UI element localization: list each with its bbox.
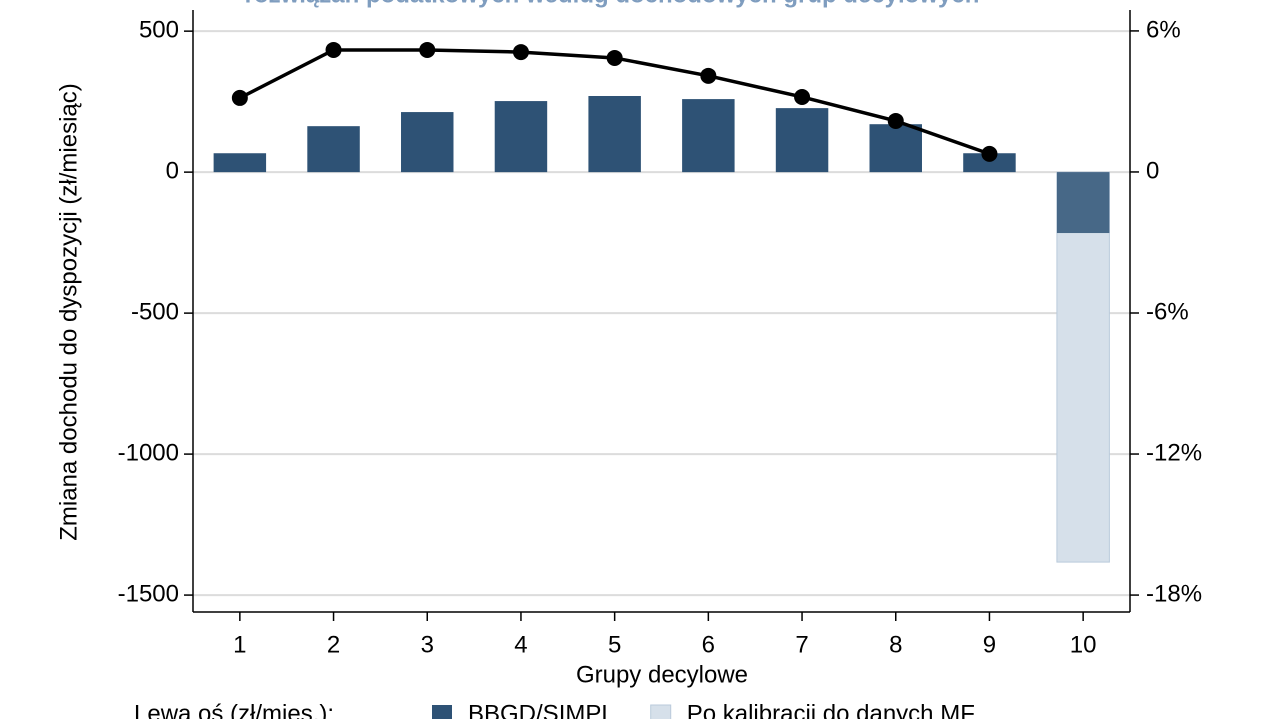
- x-tick-label: 7: [795, 631, 808, 658]
- y-tick-label: 500: [139, 16, 179, 43]
- x-tick-label: 3: [421, 631, 434, 658]
- legend-swatch: [432, 705, 452, 719]
- point: [231, 89, 248, 106]
- x-tick-label: 5: [608, 631, 621, 658]
- bar: [775, 108, 829, 173]
- bar: [869, 124, 922, 173]
- bar: [682, 99, 735, 173]
- y2-tick-label: -12%: [1146, 439, 1202, 466]
- bar: [963, 153, 1016, 173]
- bar: [588, 96, 641, 173]
- bar: [1056, 171, 1110, 563]
- legend-title: Lewa oś (zł/mies.):: [134, 700, 334, 719]
- x-tick-label: 1: [233, 631, 246, 658]
- x-tick-label: 2: [327, 631, 340, 658]
- point: [325, 41, 342, 58]
- bar: [307, 126, 360, 173]
- legend-label: Po kalibracji do danych MF: [687, 700, 975, 719]
- point: [419, 41, 436, 58]
- point: [512, 44, 529, 61]
- point: [887, 112, 904, 129]
- legend-label: BBGD/SIMPL: [468, 700, 615, 719]
- bar: [213, 153, 267, 173]
- x-tick-label: 8: [889, 631, 902, 658]
- bar: [494, 101, 548, 173]
- point: [981, 145, 998, 162]
- y2-tick-label: -6%: [1146, 298, 1189, 325]
- y-axis-label: Zmiana dochodu do dyspozycji (zł/miesiąc…: [55, 83, 82, 541]
- y-tick-label: 0: [166, 157, 179, 184]
- x-tick-label: 9: [983, 631, 996, 658]
- y2-tick-label: -18%: [1146, 580, 1202, 607]
- x-tick-label: 6: [702, 631, 715, 658]
- y-tick-label: -1000: [118, 439, 179, 466]
- y2-tick-label: 6%: [1146, 16, 1181, 43]
- x-tick-label: 4: [514, 631, 527, 658]
- bar: [1056, 172, 1110, 234]
- point: [700, 67, 717, 84]
- y-tick-label: -1500: [118, 580, 179, 607]
- point: [606, 49, 623, 66]
- legend-swatch: [650, 704, 672, 719]
- bar: [401, 112, 454, 173]
- y2-tick-label: 0: [1146, 157, 1159, 184]
- x-tick-label: 10: [1070, 631, 1097, 658]
- y-tick-label: -500: [131, 298, 179, 325]
- x-axis-label: Grupy decylowe: [576, 661, 748, 688]
- point: [794, 88, 811, 105]
- chart-title: rozwiązań podatkowych według dochodowych…: [245, 0, 980, 8]
